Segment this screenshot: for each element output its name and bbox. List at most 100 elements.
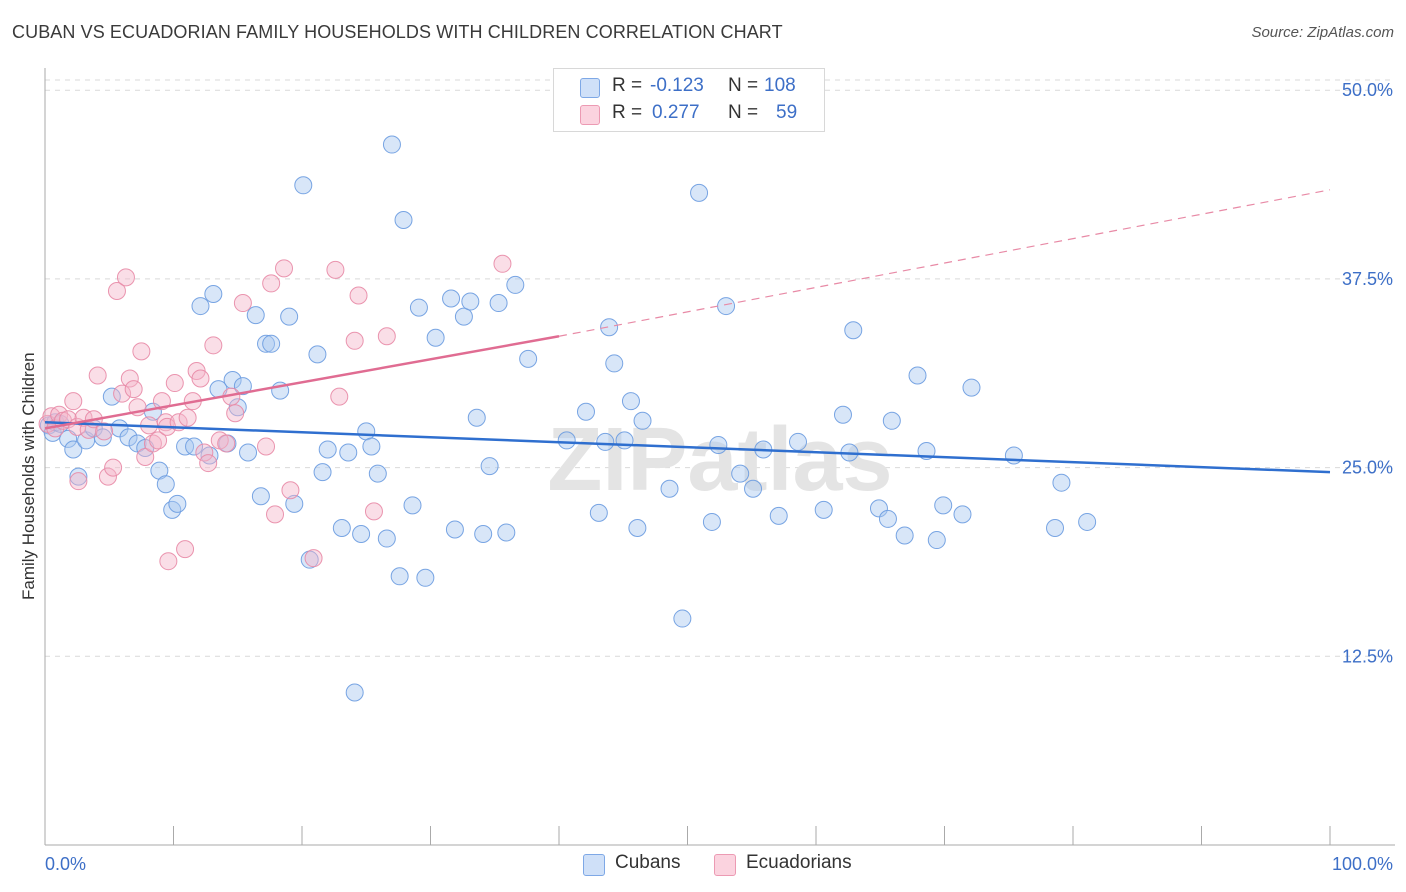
point-ecuadorians-33 — [176, 540, 195, 559]
point-cubans-81 — [702, 512, 721, 531]
point-cubans-74 — [615, 431, 634, 450]
point-cubans-9 — [93, 428, 112, 447]
point-cubans-10 — [102, 387, 121, 406]
point-cubans-101 — [962, 378, 981, 397]
point-cubans-85 — [744, 479, 763, 498]
point-cubans-102 — [1004, 446, 1023, 465]
point-cubans-34 — [262, 334, 281, 353]
point-ecuadorians-54 — [349, 286, 368, 305]
point-ecuadorians-39 — [199, 454, 218, 473]
point-cubans-70 — [589, 503, 608, 522]
point-cubans-98 — [927, 531, 946, 550]
point-cubans-44 — [339, 443, 358, 462]
point-cubans-21 — [185, 437, 204, 456]
point-cubans-84 — [731, 464, 750, 483]
point-ecuadorians-17 — [113, 384, 132, 403]
watermark: ZIPatlas — [547, 410, 892, 510]
trend-line-ecuadorians-extension — [558, 189, 1331, 337]
point-cubans-95 — [882, 411, 901, 430]
legend-label-ecuadorians: Ecuadorians — [746, 852, 852, 873]
point-cubans-94 — [878, 509, 897, 528]
trend-line-cubans — [44, 421, 1331, 474]
legend-n-value: 108 — [764, 75, 796, 96]
y-tick-label-2: 37.5% — [1342, 269, 1393, 289]
point-cubans-37 — [285, 494, 304, 513]
point-cubans-59 — [445, 520, 464, 539]
point-cubans-24 — [204, 284, 223, 303]
point-ecuadorians-48 — [275, 259, 294, 278]
point-ecuadorians-15 — [104, 458, 123, 477]
point-ecuadorians-12 — [88, 366, 107, 385]
trend-line-ecuadorians — [44, 335, 560, 430]
point-cubans-67 — [519, 349, 538, 368]
point-cubans-104 — [1052, 473, 1071, 492]
y-axis-label: Family Households with Children — [19, 352, 38, 600]
point-cubans-23 — [200, 446, 219, 465]
point-cubans-4 — [59, 429, 78, 448]
point-cubans-63 — [480, 457, 499, 476]
point-cubans-6 — [69, 467, 88, 486]
stats-legend: R = -0.123 N = 108 R = 0.277 N = 59 — [553, 68, 825, 132]
point-cubans-36 — [280, 307, 299, 326]
point-cubans-55 — [409, 298, 428, 317]
point-cubans-45 — [345, 683, 364, 702]
point-ecuadorians-16 — [107, 281, 126, 300]
point-cubans-42 — [318, 440, 337, 459]
point-ecuadorians-13 — [95, 422, 114, 441]
point-ecuadorians-6 — [64, 392, 83, 411]
point-ecuadorians-22 — [132, 342, 151, 361]
point-cubans-75 — [621, 392, 640, 411]
point-ecuadorians-40 — [204, 336, 223, 355]
axes — [44, 68, 1395, 846]
y-tick-label-1: 25.0% — [1342, 458, 1393, 478]
point-ecuadorians-31 — [165, 374, 184, 393]
point-ecuadorians-8 — [69, 472, 88, 491]
point-cubans-103 — [1046, 518, 1065, 537]
point-cubans-69 — [576, 402, 595, 421]
point-cubans-49 — [368, 464, 387, 483]
point-cubans-61 — [467, 408, 486, 427]
point-ecuadorians-57 — [493, 254, 512, 273]
point-ecuadorians-19 — [120, 369, 139, 388]
legend-label-cubans: Cubans — [615, 852, 681, 873]
point-cubans-99 — [934, 496, 953, 515]
point-cubans-46 — [352, 525, 371, 544]
point-cubans-77 — [633, 411, 652, 430]
point-cubans-78 — [660, 479, 679, 498]
point-cubans-57 — [426, 328, 445, 347]
point-ecuadorians-14 — [98, 467, 117, 486]
point-cubans-60 — [454, 307, 473, 326]
x-tick-label-0: 0.0% — [45, 854, 86, 874]
y-tick-label-3: 50.0% — [1342, 80, 1393, 100]
point-cubans-29 — [233, 377, 252, 396]
point-ecuadorians-45 — [233, 294, 252, 313]
point-cubans-51 — [382, 135, 401, 154]
point-ecuadorians-38 — [195, 443, 214, 462]
legend-r-value: 0.277 — [652, 102, 700, 123]
point-cubans-73 — [605, 354, 624, 373]
legend-swatch-ecuadorians — [580, 105, 600, 125]
point-cubans-50 — [377, 529, 396, 548]
point-ecuadorians-20 — [124, 380, 143, 399]
point-ecuadorians-23 — [136, 448, 155, 467]
point-cubans-41 — [313, 463, 332, 482]
series-ecuadorians — [38, 254, 512, 571]
legend-r-label: R = — [612, 75, 643, 96]
point-cubans-22 — [191, 297, 210, 316]
point-cubans-100 — [953, 505, 972, 524]
point-cubans-30 — [239, 443, 258, 462]
legend-n-value: 59 — [776, 102, 798, 123]
point-cubans-32 — [251, 487, 270, 506]
legend-swatch-ecuadorians — [714, 854, 736, 876]
point-cubans-90 — [833, 405, 852, 424]
point-cubans-89 — [814, 500, 833, 519]
trend-lines — [44, 189, 1331, 474]
point-cubans-38 — [294, 176, 313, 195]
series-cubans — [39, 135, 1097, 702]
point-cubans-48 — [362, 437, 381, 456]
point-cubans-107 — [461, 292, 480, 311]
point-cubans-71 — [596, 432, 615, 451]
legend-r-value: -0.123 — [650, 75, 704, 96]
point-ecuadorians-50 — [304, 549, 323, 568]
